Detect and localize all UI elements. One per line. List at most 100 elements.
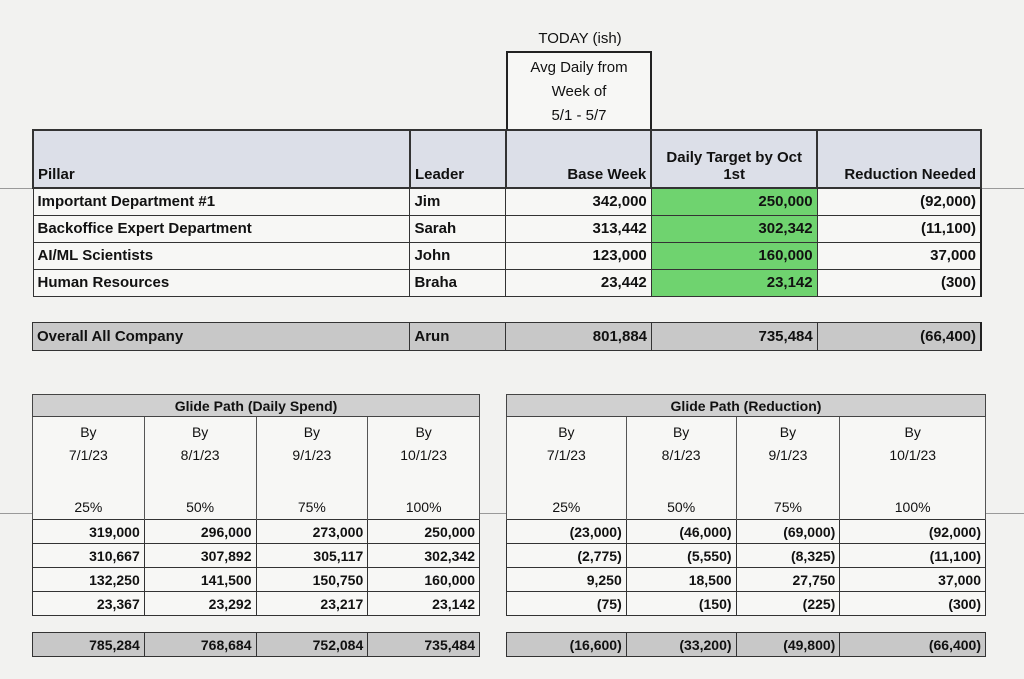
glide-spend-subheader: By 7/1/23 25% By 8/1/23 50% By 9/1/23 75% By 10…	[32, 416, 480, 520]
table-row: 310,667 307,892 305,117 302,342	[32, 543, 480, 568]
leader-cell: Braha	[409, 268, 507, 297]
glide-reduction-title: Glide Path (Reduction)	[506, 394, 986, 417]
table-row: 319,000 296,000 273,000 250,000	[32, 519, 480, 544]
glide-col: By 9/1/23 75%	[735, 416, 841, 520]
reduction-cell: (92,000)	[816, 187, 982, 216]
pillar-cell: Backoffice Expert Department	[32, 214, 411, 243]
cell: 23,217	[255, 591, 369, 616]
target-cell: 23,142	[650, 268, 818, 297]
cell: (8,325)	[735, 543, 841, 568]
cell: 735,484	[367, 632, 480, 657]
pillar-cell: Human Resources	[32, 268, 411, 297]
overall-reduction: (66,400)	[816, 322, 982, 351]
cell: (150)	[625, 591, 737, 616]
base-cell: 313,442	[505, 214, 652, 243]
cell: 785,284	[32, 632, 145, 657]
cell: 307,892	[143, 543, 257, 568]
cell: 310,667	[32, 543, 145, 568]
cell: (69,000)	[735, 519, 841, 544]
cell: (5,550)	[625, 543, 737, 568]
target-cell: 302,342	[650, 214, 818, 243]
cell: 23,142	[367, 591, 480, 616]
cell: (23,000)	[506, 519, 627, 544]
col-base-week: Base Week	[504, 129, 653, 189]
cell: 302,342	[367, 543, 480, 568]
cell: 9,250	[506, 567, 627, 592]
cell: (300)	[839, 591, 986, 616]
overall-leader: Arun	[409, 322, 507, 351]
target-cell: 160,000	[650, 241, 818, 270]
glide-spend-total: 785,284 768,684 752,084 735,484	[32, 632, 480, 657]
table-row: Human Resources Braha 23,442 23,142 (300…	[32, 268, 982, 297]
target-cell: 250,000	[650, 187, 818, 216]
glide-spend-title: Glide Path (Daily Spend)	[32, 394, 480, 417]
cell: 273,000	[255, 519, 369, 544]
cell: (2,775)	[506, 543, 627, 568]
pillar-table-header: Pillar Leader Base Week Daily Target by …	[32, 129, 982, 189]
col-reduction-needed: Reduction Needed	[816, 129, 982, 189]
leader-cell: John	[409, 241, 507, 270]
table-row: Backoffice Expert Department Sarah 313,4…	[32, 214, 982, 243]
total-row: (16,600) (33,200) (49,800) (66,400)	[506, 632, 986, 657]
overall-base: 801,884	[505, 322, 653, 351]
table-row: (23,000) (46,000) (69,000) (92,000)	[506, 519, 986, 544]
cell: (46,000)	[625, 519, 737, 544]
cell: (225)	[735, 591, 841, 616]
cell: 160,000	[367, 567, 480, 592]
cell: 23,367	[32, 591, 145, 616]
glide-reduction-subheader: By 7/1/23 25% By 8/1/23 50% By 9/1/23 75% By 10…	[506, 416, 986, 520]
glide-reduction-table: Glide Path (Reduction) By 7/1/23 25% By 8/1…	[506, 394, 986, 616]
table-row: (2,775) (5,550) (8,325) (11,100)	[506, 543, 986, 568]
col-daily-target-line2: 1st	[723, 166, 746, 183]
base-cell: 123,000	[505, 241, 652, 270]
cell: 752,084	[255, 632, 369, 657]
cell: (33,200)	[625, 632, 737, 657]
cell: (92,000)	[839, 519, 986, 544]
col-leader: Leader	[408, 129, 507, 189]
cell: 18,500	[625, 567, 737, 592]
table-row: 9,250 18,500 27,750 37,000	[506, 567, 986, 592]
cell: 37,000	[839, 567, 986, 592]
cell: (66,400)	[839, 632, 986, 657]
col-daily-target: Daily Target by Oct 1st	[650, 129, 819, 189]
col-daily-target-line1: Daily Target by Oct	[666, 149, 802, 166]
table-row: 132,250 141,500 150,750 160,000	[32, 567, 480, 592]
overall-table: Overall All Company Arun 801,884 735,484…	[31, 322, 982, 351]
glide-col: By 10/1/23 100%	[367, 416, 480, 520]
leader-cell: Jim	[409, 187, 507, 216]
cell: 132,250	[32, 567, 145, 592]
glide-col: By 8/1/23 50%	[625, 416, 737, 520]
base-cell: 342,000	[505, 187, 652, 216]
pillar-cell: AI/ML Scientists	[32, 241, 411, 270]
cell: 150,750	[255, 567, 369, 592]
glide-spend-table: Glide Path (Daily Spend) By 7/1/23 25% By 8…	[32, 394, 480, 616]
cell: 296,000	[143, 519, 257, 544]
pillar-cell: Important Department #1	[32, 187, 411, 216]
glide-col: By 8/1/23 50%	[143, 416, 257, 520]
today-label: TODAY (ish)	[538, 30, 622, 47]
cell: (11,100)	[839, 543, 986, 568]
glide-col: By 9/1/23 75%	[255, 416, 369, 520]
cell: (16,600)	[506, 632, 627, 657]
table-row: 23,367 23,292 23,217 23,142	[32, 591, 480, 616]
overall-target: 735,484	[651, 322, 818, 351]
cell: 305,117	[255, 543, 369, 568]
avg-line-2: Week of	[551, 83, 607, 100]
reduction-cell: 37,000	[816, 241, 982, 270]
overall-pillar: Overall All Company	[31, 322, 411, 351]
cell: 23,292	[143, 591, 257, 616]
leader-cell: Sarah	[409, 214, 507, 243]
col-pillar: Pillar	[32, 129, 411, 189]
reduction-cell: (11,100)	[816, 214, 982, 243]
cell: 319,000	[32, 519, 145, 544]
cell: 250,000	[367, 519, 480, 544]
glide-reduction-total: (16,600) (33,200) (49,800) (66,400)	[506, 632, 986, 657]
cell: (49,800)	[735, 632, 841, 657]
pillar-table: Pillar Leader Base Week Daily Target by …	[32, 129, 982, 297]
table-row: AI/ML Scientists John 123,000 160,000 37…	[32, 241, 982, 270]
glide-col: By 7/1/23 25%	[32, 416, 145, 520]
glide-col: By 7/1/23 25%	[506, 416, 627, 520]
avg-line-1: Avg Daily from	[530, 59, 628, 76]
avg-daily-note: Avg Daily from Week of 5/1 - 5/7	[506, 51, 652, 131]
base-cell: 23,442	[505, 268, 652, 297]
